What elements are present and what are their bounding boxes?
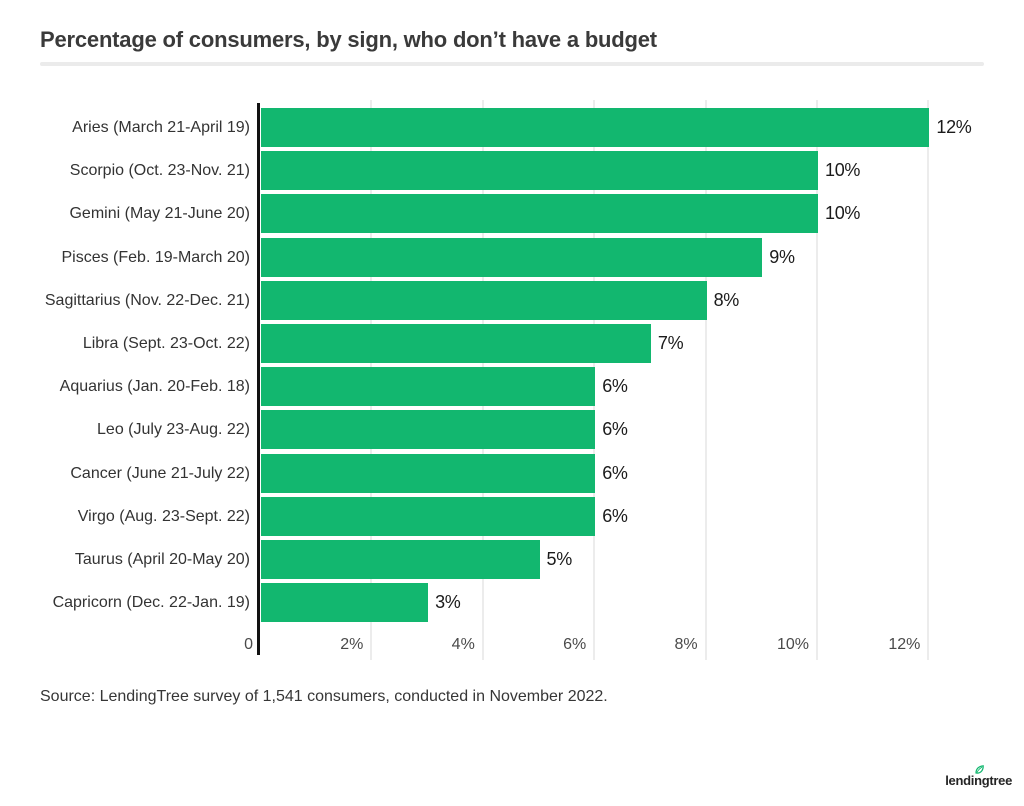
value-label: 5% (546, 549, 573, 569)
category-label: Libra (Sept. 23-Oct. 22) (82, 335, 250, 352)
y-axis-line (257, 103, 260, 655)
bar-row: Virgo (Aug. 23-Sept. 22) 6% (0, 496, 1024, 536)
lendingtree-logo: lendingtree (945, 765, 1012, 792)
bar-row: Libra (Sept. 23-Oct. 22) 7% (0, 324, 1024, 363)
value-label: 6% (602, 376, 628, 397)
bar-row: Leo (July 23-Aug. 22) 6% (0, 410, 1024, 450)
chart-title: Percentage of consumers, by sign, who do… (40, 27, 657, 52)
category-label: Aries (March 21-April 19) (72, 119, 250, 136)
x-tick-label: 6% (563, 636, 587, 653)
value-label: 10% (825, 203, 861, 224)
value-label: 8% (713, 289, 740, 310)
bar-row: Capricorn (Dec. 22-Jan. 19) 3% (0, 583, 1024, 623)
bar (261, 324, 651, 363)
category-label: Virgo (Aug. 23-Sept. 22) (77, 507, 250, 525)
bar (261, 367, 596, 407)
value-label: 7% (657, 333, 684, 353)
value-label: 12% (936, 117, 972, 137)
category-label: Aquarius (Jan. 20-Feb. 18) (59, 378, 250, 396)
value-label: 9% (769, 246, 795, 267)
category-label: Taurus (April 20-May 20) (74, 551, 250, 568)
bar (261, 540, 540, 579)
category-label: Capricorn (Dec. 22-Jan. 19) (52, 594, 250, 612)
bar-row: Scorpio (Oct. 23-Nov. 21) 10% (0, 151, 1024, 191)
category-label: Scorpio (Oct. 23-Nov. 21) (69, 162, 250, 180)
gridline-8 (704, 100, 707, 660)
value-label: 6% (602, 505, 628, 526)
bar-row: Pisces (Feb. 19-March 20) 9% (0, 237, 1024, 277)
bar-row: Aquarius (Jan. 20-Feb. 18) 6% (0, 367, 1024, 407)
value-label: 6% (602, 419, 628, 440)
value-label: 3% (435, 592, 461, 613)
x-tick-label: 10% (776, 636, 809, 653)
bar (261, 151, 818, 191)
bar-row: Gemini (May 21-June 20) 10% (0, 194, 1024, 234)
bar (261, 280, 707, 320)
source-note: Source: LendingTree survey of 1,541 cons… (40, 688, 608, 705)
x-tick-label: 12% (888, 636, 921, 653)
bar-row: Aries (March 21-April 19) 12% (0, 108, 1024, 147)
value-label: 6% (602, 462, 628, 483)
category-label: Pisces (Feb. 19-March 20) (61, 248, 250, 266)
x-tick-label: 8% (674, 636, 698, 653)
bar (261, 496, 596, 536)
bar (261, 237, 763, 277)
bar-row: Cancer (June 21-July 22) 6% (0, 453, 1024, 493)
bar (261, 583, 429, 623)
category-label: Leo (July 23-Aug. 22) (97, 421, 250, 439)
x-tick-label: 0 (244, 636, 253, 653)
gridline-10 (816, 100, 818, 660)
bar-row: Sagittarius (Nov. 22-Dec. 21) 8% (0, 280, 1024, 320)
bar (261, 108, 930, 147)
bar (261, 453, 596, 493)
value-label: 10% (825, 160, 861, 181)
title-divider (40, 62, 984, 66)
logo-text: lendingtree (945, 773, 1012, 788)
bar (261, 410, 596, 450)
category-label: Gemini (May 21-June 20) (69, 205, 250, 223)
category-label: Cancer (June 21-July 22) (70, 464, 250, 482)
bar-chart: Aries (March 21-April 19) 12% Scorpio (Oct… (0, 100, 1024, 666)
bar-row: Taurus (April 20-May 20) 5% (0, 540, 1024, 579)
x-tick-label: 2% (340, 636, 364, 653)
category-label: Sagittarius (Nov. 22-Dec. 21) (44, 291, 250, 309)
bar (261, 194, 818, 234)
gridline-12 (927, 100, 930, 660)
leaf-icon (975, 765, 985, 774)
x-tick-label: 4% (451, 636, 475, 653)
